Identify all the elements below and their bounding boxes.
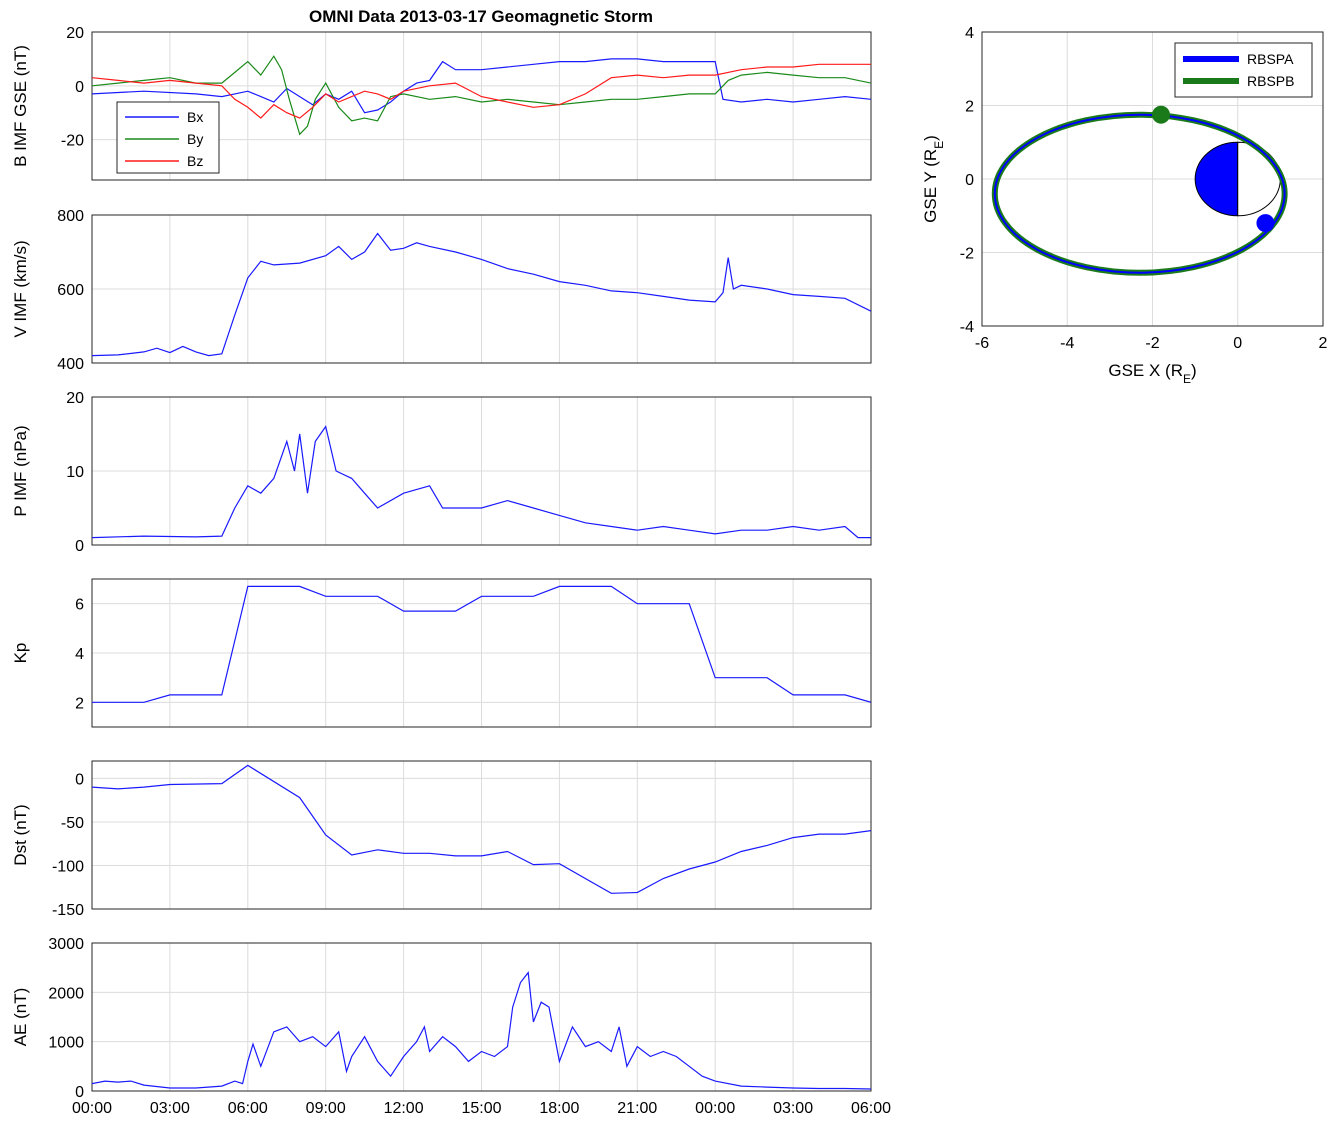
y-tick-label: 3000	[48, 936, 84, 953]
legend-entry: By	[187, 131, 203, 147]
y-tick-label: 2	[75, 695, 84, 712]
panel-3: 0 10 20 P IMF (nPa)	[11, 390, 872, 555]
panel-4: 2 4 6 Kp	[11, 578, 872, 728]
series-line-by	[92, 55, 871, 136]
y-tick-label: -4	[960, 319, 974, 336]
y-tick-label: 2000	[48, 985, 84, 1002]
y-axis-label: V IMF (km/s)	[11, 240, 30, 337]
orbit-legend: RBSPA RBSPB	[1174, 42, 1313, 98]
legend: Bx By Bz	[116, 101, 220, 174]
series-line-value	[92, 232, 871, 357]
y-tick-label: 400	[57, 356, 84, 373]
y-axis-label: P IMF (nPa)	[11, 425, 30, 516]
x-tick-label: -2	[1145, 335, 1159, 352]
y-tick-label: 10	[66, 464, 84, 481]
panel-1: -20 0 20 B IMF GSE (nT) Bx By Bz	[11, 25, 872, 181]
x-tick-label: 06:00	[851, 1100, 891, 1117]
axes-box	[91, 942, 872, 1092]
x-tick-label: 00:00	[72, 1100, 112, 1117]
axes-box	[91, 578, 872, 728]
figure-title: OMNI Data 2013-03-17 Geomagnetic Storm	[309, 7, 653, 26]
y-tick-label: 1000	[48, 1035, 84, 1052]
series-line-bz	[92, 63, 871, 119]
orbit-rbspa	[993, 113, 1286, 274]
y-tick-label: 600	[57, 282, 84, 299]
x-tick-label: -4	[1060, 335, 1074, 352]
y-tick-label: 800	[57, 208, 84, 225]
spacecraft-rbspb	[1152, 105, 1171, 124]
x-tick-label: 18:00	[539, 1100, 579, 1117]
y-tick-label: 4	[965, 25, 974, 42]
x-tick-label: 21:00	[617, 1100, 657, 1117]
axes-box	[91, 760, 872, 910]
axes-box	[91, 31, 872, 181]
orbit-legend-entry: RBSPA	[1247, 51, 1294, 67]
series-line-value	[92, 585, 871, 703]
x-tick-label: 03:00	[773, 1100, 813, 1117]
axes-box	[91, 214, 872, 364]
y-axis-label: GSE Y (RE)	[921, 135, 946, 223]
y-tick-label: 4	[75, 646, 84, 663]
panel-5: -150 -100 -50 0 Dst (nT)	[11, 760, 872, 919]
axes-box	[91, 396, 872, 546]
panel-2: 400 600 800 V IMF (km/s)	[11, 208, 872, 373]
series-line-value	[92, 971, 871, 1090]
y-tick-label: 6	[75, 597, 84, 614]
x-tick-label: 15:00	[461, 1100, 501, 1117]
y-axis-label: Kp	[11, 643, 30, 664]
y-tick-label: 20	[66, 25, 84, 42]
orbit-legend-box	[1174, 42, 1313, 98]
y-tick-label: -20	[61, 133, 84, 150]
y-axis-label: AE (nT)	[11, 988, 30, 1047]
x-tick-label: 12:00	[384, 1100, 424, 1117]
y-axis-label: Dst (nT)	[11, 804, 30, 865]
x-tick-label: 0	[1233, 335, 1242, 352]
panel-6: 00:00 03:00 06:00 09:00 12:00 15:00 18:00 21:00…	[11, 936, 891, 1117]
y-tick-label: 20	[66, 390, 84, 407]
y-tick-label: 0	[75, 538, 84, 555]
earth-night-side	[1194, 141, 1239, 217]
y-tick-label: -50	[61, 815, 84, 832]
series-line-bx	[92, 58, 871, 114]
legend-box	[116, 101, 220, 174]
y-tick-label: 0	[75, 79, 84, 96]
x-tick-label: 06:00	[228, 1100, 268, 1117]
y-tick-label: -100	[52, 858, 84, 875]
x-tick-label: 09:00	[306, 1100, 346, 1117]
y-tick-label: 0	[965, 172, 974, 189]
orbit-legend-entry: RBSPB	[1247, 73, 1294, 89]
y-tick-label: 0	[75, 771, 84, 788]
series-line-value	[92, 764, 871, 894]
y-tick-label: 2	[965, 99, 974, 116]
x-tick-label: -6	[975, 335, 989, 352]
legend-entry: Bz	[187, 153, 203, 169]
y-tick-label: -150	[52, 902, 84, 919]
x-tick-label: 03:00	[150, 1100, 190, 1117]
series-line-value	[92, 425, 871, 539]
y-tick-label: 0	[75, 1084, 84, 1101]
legend-entry: Bx	[187, 109, 203, 125]
y-tick-label: -2	[960, 246, 974, 263]
spacecraft-rbspa	[1256, 214, 1275, 233]
x-tick-label: 2	[1319, 335, 1328, 352]
x-tick-label: 00:00	[695, 1100, 735, 1117]
x-axis-label: GSE X (RE)	[1108, 361, 1196, 386]
y-axis-label: B IMF GSE (nT)	[11, 45, 30, 167]
orbit-axes-box	[981, 31, 1324, 327]
